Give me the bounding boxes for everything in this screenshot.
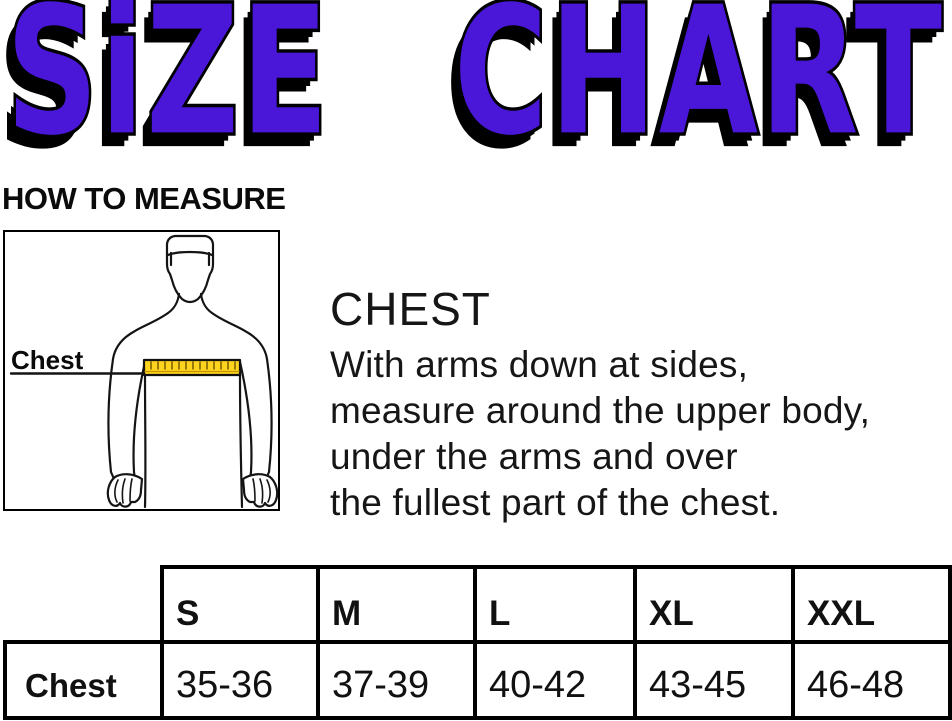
row-label-chest: Chest xyxy=(3,640,164,720)
torso-measure-icon: Chest xyxy=(9,234,278,509)
size-column-header-s: S xyxy=(160,565,320,644)
tape-ticks xyxy=(150,361,236,370)
head-outline xyxy=(165,234,215,304)
left-inner-arm xyxy=(132,360,147,481)
title-word-chart: CHART xyxy=(451,0,944,176)
right-hand-fingers xyxy=(252,478,271,504)
instruction-line: the fullest part of the chest. xyxy=(330,482,781,523)
figure-chest-label: Chest xyxy=(11,345,84,375)
table-corner-spacer xyxy=(5,567,162,642)
chest-instructions-heading: CHEST xyxy=(330,283,491,335)
size-column-header-xl: XL xyxy=(633,565,795,644)
chest-value-xl: 43-45 xyxy=(633,640,795,720)
right-inner-arm xyxy=(238,360,253,481)
torso-right-edge xyxy=(238,373,244,509)
table-row-chest: Chest 35-36 37-39 40-42 43-45 46-48 xyxy=(3,640,952,720)
chest-instructions: CHEST With arms down at sides, measure a… xyxy=(330,284,870,526)
right-shoulder-arm xyxy=(199,292,273,481)
instruction-line: With arms down at sides, xyxy=(330,344,749,385)
size-table-header-row: S M L XL XXL xyxy=(5,565,952,644)
size-column-header-xxl: XXL xyxy=(791,565,952,644)
instruction-line: measure around the upper body, xyxy=(330,390,871,431)
left-hand-fingers xyxy=(114,478,133,504)
chest-value-s: 35-36 xyxy=(160,640,320,720)
chest-value-m: 37-39 xyxy=(316,640,477,720)
title-word-size: SiZE xyxy=(3,0,331,176)
hairline xyxy=(166,250,214,257)
size-table: S M L XL XXL Chest 35-36 37-39 40-42 43-… xyxy=(3,565,952,720)
how-to-measure-heading: HOW TO MEASURE xyxy=(2,181,286,216)
size-column-header-m: M xyxy=(316,565,477,644)
page-title: SiZE CHART xyxy=(3,0,944,176)
measurement-figure-box: Chest xyxy=(3,230,280,511)
size-column-header-l: L xyxy=(473,565,637,644)
left-shoulder-arm xyxy=(107,292,181,481)
instruction-line: under the arms and over xyxy=(330,436,738,477)
chest-value-l: 40-42 xyxy=(473,640,637,720)
chest-value-xxl: 46-48 xyxy=(791,640,952,720)
